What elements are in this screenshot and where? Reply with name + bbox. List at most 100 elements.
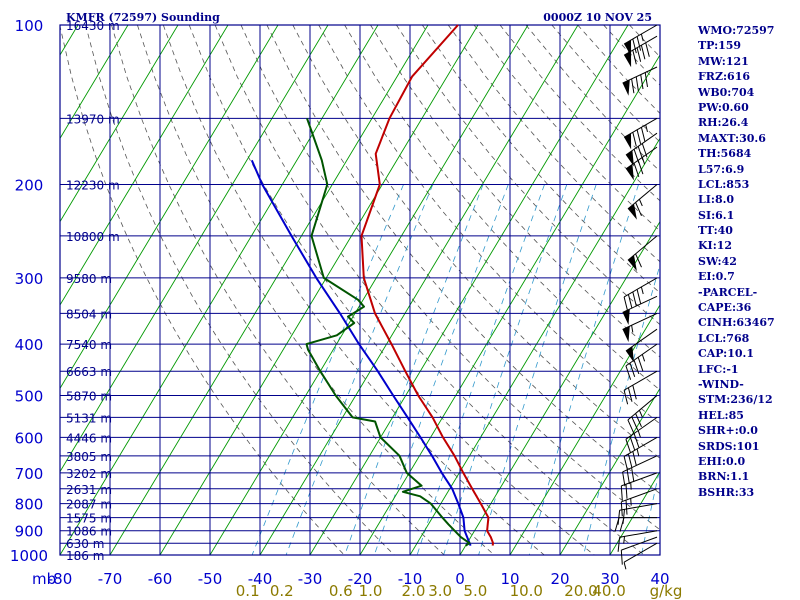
index-item: EHI:0.0 <box>698 454 746 468</box>
wind-barb-full <box>631 78 635 94</box>
indices-panel: WMO:72597 TP:159 MW:121 FRZ:616 WB0:704 PW:0.… <box>698 23 798 500</box>
wind-barb-full <box>636 47 642 62</box>
mixing-ratio-label: 40.0 <box>592 582 625 600</box>
skewed-isotherm <box>309 25 629 555</box>
wind-barb <box>620 536 658 565</box>
dewpoint-trace <box>305 117 471 547</box>
height-label: 3202 m <box>66 467 112 481</box>
index-item: KI:12 <box>698 239 733 253</box>
dry-adiabat <box>266 25 660 495</box>
pressure-tick-label: 100 <box>15 17 44 35</box>
skewed-isotherm <box>60 25 129 140</box>
wind-barb <box>614 517 657 532</box>
skewed-isotherm <box>60 25 229 306</box>
index-item: -WIND- <box>698 377 744 391</box>
parcel-trace <box>250 159 472 546</box>
wind-barb-flag <box>627 203 637 220</box>
wind-barb-staff <box>622 455 658 473</box>
pressure-unit-label: mb <box>32 570 56 588</box>
skewed-isotherm <box>60 25 279 390</box>
wind-barb-full <box>644 72 648 87</box>
skewed-isotherm <box>359 54 660 555</box>
height-label: 630 m <box>66 537 104 551</box>
temperature-tick-label: -30 <box>298 570 323 588</box>
index-item: BRN:1.1 <box>698 470 750 484</box>
wind-barb-staff <box>623 370 658 391</box>
mixing-ratio-label: 0.1 <box>236 582 260 600</box>
mixing-ratio-line <box>344 184 484 555</box>
wind-barb-staff <box>627 235 658 261</box>
mixing-ratio-label: 10.0 <box>510 582 543 600</box>
skewed-isotherm <box>159 25 479 555</box>
temperature-tick-label: 10 <box>500 570 519 588</box>
pressure-tick-label: 600 <box>15 429 44 447</box>
skewed-isotherm <box>409 137 660 555</box>
dry-adiabat <box>137 25 495 555</box>
wind-barb-full <box>620 501 623 517</box>
height-label: 7540 m <box>66 338 112 352</box>
wind-barb-staff <box>621 488 658 503</box>
wind-barb-full <box>640 45 646 60</box>
wind-barb <box>623 370 658 405</box>
wind-barb <box>625 328 658 363</box>
wind-barb-full <box>636 36 642 51</box>
wind-barb-flag <box>624 40 632 57</box>
wind-barb-full <box>641 143 648 158</box>
wind-barb-staff <box>621 472 658 487</box>
wind-barb-full <box>620 550 623 565</box>
wind-barb-full <box>632 38 637 54</box>
temperature-tick-label: 30 <box>600 570 619 588</box>
index-item: TP:159 <box>698 39 742 53</box>
wind-barb-full <box>629 436 636 451</box>
wind-barb-staff <box>621 536 658 551</box>
wind-barb <box>625 343 658 380</box>
wind-barb-full <box>625 365 632 380</box>
wind-barb-full <box>629 362 636 377</box>
wind-barb-half <box>640 286 644 295</box>
height-label: 12230 m <box>66 179 120 193</box>
wind-barb <box>622 312 658 343</box>
mixing-ratio-label: 20.0 <box>564 582 597 600</box>
pressure-tick-label: 200 <box>15 177 44 195</box>
wind-barb-full <box>632 385 637 400</box>
height-label: 16430 m <box>66 19 120 33</box>
wind-barbs-layer <box>614 24 658 570</box>
wind-barb-full <box>631 467 635 483</box>
mixing-ratio-line <box>285 184 434 555</box>
wind-barb-flag <box>622 309 630 325</box>
wind-barb-half <box>638 410 643 418</box>
wind-barb <box>627 235 658 272</box>
height-label: 10800 m <box>66 230 120 244</box>
profiles-layer <box>250 24 495 547</box>
wind-barb-full <box>637 146 644 161</box>
dry-adiabat <box>85 25 395 555</box>
wind-barb-flag <box>625 346 634 363</box>
wind-barb-full <box>625 484 628 499</box>
wind-barb-full <box>617 510 621 525</box>
temperature-tick-label: 20 <box>550 570 569 588</box>
wind-barb-half <box>637 430 641 438</box>
skewed-isotherm <box>209 25 529 555</box>
wind-barb <box>625 416 658 454</box>
wind-barb-half <box>640 33 644 42</box>
wind-barb-full <box>640 127 646 142</box>
mixing-ratio-label: 2.0 <box>402 582 426 600</box>
height-label: 186 m <box>66 549 104 563</box>
mixing-ratio-line <box>443 184 568 555</box>
wind-barb-half <box>645 124 648 133</box>
temperature-tick-label: -50 <box>198 570 223 588</box>
wind-barb <box>622 66 658 96</box>
wind-barb-full <box>627 294 633 309</box>
wind-barb-staff <box>627 184 658 210</box>
wind-barb-full <box>633 433 640 448</box>
index-item: SRDS:101 <box>698 439 760 453</box>
wind-barb <box>622 295 658 325</box>
wind-barb-staff <box>623 277 658 298</box>
wind-barb-full <box>627 387 633 402</box>
skewed-isotherm <box>109 25 429 555</box>
wind-barb-staff <box>625 416 658 440</box>
index-item: -PARCEL- <box>698 285 758 299</box>
index-item: WB0:704 <box>698 85 755 99</box>
